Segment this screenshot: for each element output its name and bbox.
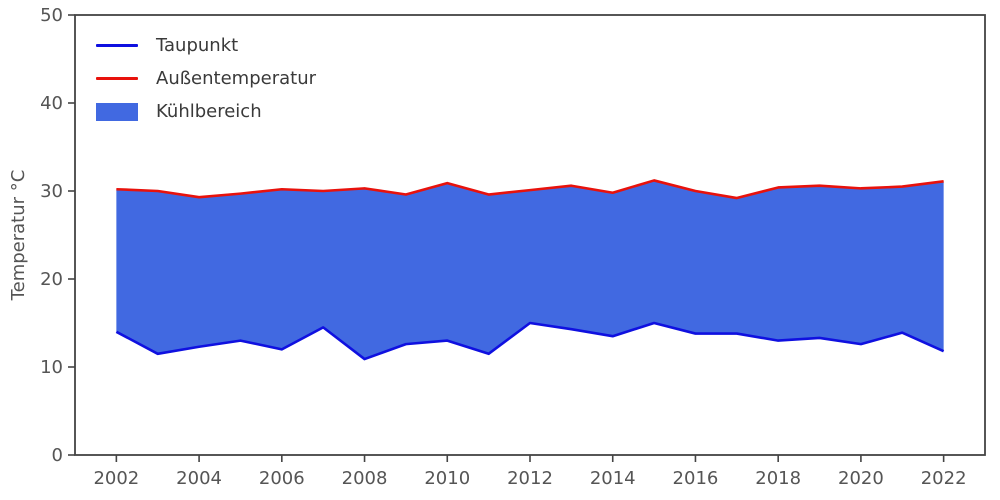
x-tick-label: 2004 [176, 468, 222, 489]
legend-label-aussentemperatur: Außentemperatur [156, 67, 317, 89]
legend: Taupunkt Außentemperatur Kühlbereich [96, 34, 316, 123]
x-tick-label: 2014 [590, 468, 636, 489]
x-tick-label: 2016 [673, 468, 719, 489]
legend-item-kuehlbereich: Kühlbereich [96, 100, 316, 123]
series-layer [115, 179, 945, 361]
axes-layer: 2002 2004 2006 2008 2010 2012 2014 2016 2018 2020… [40, 5, 966, 489]
legend-label-kuehlbereich: Kühlbereich [156, 100, 262, 122]
y-tick-label: 30 [40, 181, 63, 202]
legend-item-aussentemperatur: Außentemperatur [96, 67, 316, 90]
x-tick-label: 2008 [342, 468, 388, 489]
y-tick-label: 40 [40, 93, 63, 114]
x-tick-label: 2010 [424, 468, 470, 489]
area-kuehlbereich [116, 180, 944, 360]
y-tick-label: 0 [52, 445, 63, 466]
aussentemperatur-line-swatch [96, 76, 138, 81]
kuehlbereich-area-swatch [96, 102, 138, 121]
y-tick-label: 10 [40, 357, 63, 378]
line-taupunkt [115, 321, 945, 361]
taupunkt-line-swatch [96, 43, 138, 48]
x-tick-label: 2012 [507, 468, 553, 489]
line-auentemperatur [116, 179, 944, 200]
x-tick-label: 2020 [838, 468, 884, 489]
x-tick-label: 2022 [921, 468, 967, 489]
y-tick-label: 20 [40, 269, 63, 290]
plot-border [74, 14, 986, 456]
legend-item-taupunkt: Taupunkt [96, 34, 316, 57]
x-tick-label: 2018 [755, 468, 801, 489]
y-axis-label: Temperatur °C [8, 170, 29, 302]
legend-label-taupunkt: Taupunkt [156, 34, 239, 56]
x-tick-label: 2002 [93, 468, 139, 489]
y-tick-label: 50 [40, 5, 63, 26]
x-tick-label: 2006 [259, 468, 305, 489]
